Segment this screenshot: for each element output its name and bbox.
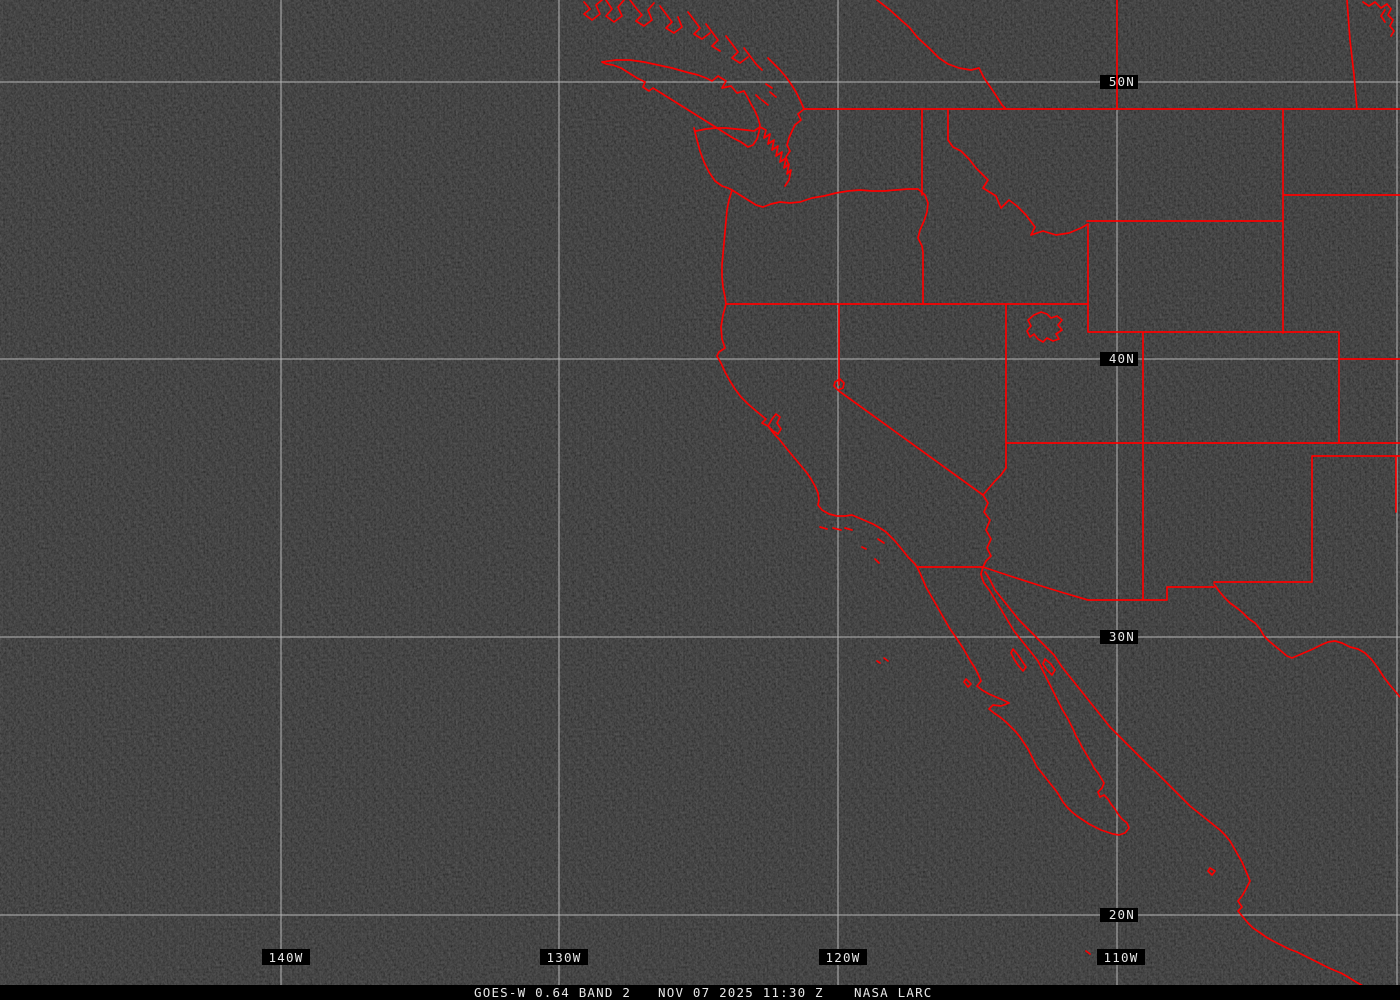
label-backgrounds xyxy=(262,75,1145,965)
canada-province-borders xyxy=(876,0,1358,110)
us-state-borders xyxy=(725,108,1400,601)
map-overlay xyxy=(583,0,1400,991)
caption-credit: NASA LARC xyxy=(854,985,933,1000)
sonora-mainland-coastline xyxy=(984,571,1370,991)
graticule-labels: 50N 40N 30N 20N 140W 130W 120W 110W xyxy=(269,74,1139,965)
caption: GOES-W 0.64 BAND 2 NOV 07 2025 11:30 Z N… xyxy=(474,985,933,1000)
columbia-snake-river-border xyxy=(731,188,929,305)
lat-label-30n: 30N xyxy=(1109,629,1135,644)
pacific-coastline xyxy=(693,127,1130,836)
lon-label-110w: 110W xyxy=(1104,950,1139,965)
lat-label-20n: 20N xyxy=(1109,907,1135,922)
sf-bay xyxy=(767,413,782,435)
great-salt-lake xyxy=(1026,311,1063,343)
lon-label-140w: 140W xyxy=(269,950,304,965)
lon-label-120w: 120W xyxy=(826,950,861,965)
gulf-islands xyxy=(755,83,777,106)
gulf-of-california-islands xyxy=(876,648,1056,688)
caption-product: GOES-W 0.64 BAND 2 xyxy=(474,985,631,1000)
lon-label-130w: 130W xyxy=(547,950,582,965)
rio-grande-border xyxy=(1213,583,1400,698)
puget-sound-coastline xyxy=(695,108,805,187)
manitoba-lakes xyxy=(1362,1,1395,37)
vancouver-island xyxy=(601,59,761,148)
bc-fjords-coastline xyxy=(583,0,805,110)
lake-tahoe xyxy=(833,378,845,391)
channel-islands xyxy=(819,526,885,564)
offshore-islands-south xyxy=(1085,867,1216,955)
caption-bar xyxy=(0,985,1400,1000)
colorado-river-border xyxy=(980,467,1007,575)
caption-timestamp: NOV 07 2025 11:30 Z xyxy=(658,985,824,1000)
lat-label-40n: 40N xyxy=(1109,351,1135,366)
us-mexico-border xyxy=(916,566,1215,601)
lat-label-50n: 50N xyxy=(1109,74,1135,89)
